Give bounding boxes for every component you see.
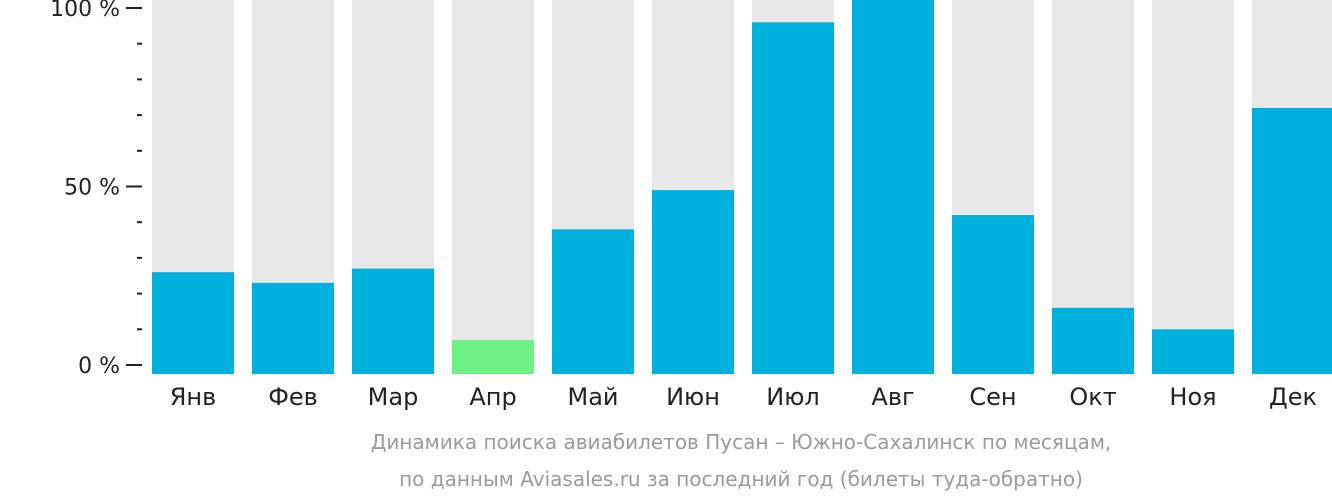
bar-track (1152, 0, 1234, 374)
bar-Май[interactable] (552, 229, 634, 374)
x-axis-labels: Янв Фев Мар Апр Май Июн Июл Авг Сен Окт Ноя Дек (170, 383, 1317, 411)
x-tick-label: Янв (170, 383, 217, 411)
bar-Авг[interactable] (852, 0, 934, 374)
bars (152, 0, 1332, 375)
bar-Июл[interactable] (752, 22, 834, 375)
bar-track (452, 0, 534, 374)
bar-Ноя[interactable] (1152, 329, 1234, 374)
y-tick-label: 50 % (64, 176, 120, 201)
chart-caption-line-1: Динамика поиска авиабилетов Пусан – Южно… (370, 430, 1112, 454)
y-tick-label: 100 % (50, 0, 120, 22)
bar-Янв[interactable] (152, 272, 234, 374)
y-tick-label: 0 % (78, 354, 120, 379)
bar-Фев[interactable] (252, 282, 334, 374)
chart-caption-line-2: по данным Aviasales.ru за последний год … (399, 467, 1083, 491)
bar-chart: 100 % 50 % 0 % Янв Фев Мар Апр Май Июн Июл Авг Сен… (50, 0, 1332, 411)
bar-Апр[interactable] (452, 340, 534, 374)
x-tick-label: Апр (469, 383, 516, 411)
bar-Мар[interactable] (352, 268, 434, 374)
bar-Июн[interactable] (652, 190, 734, 374)
x-tick-label: Ноя (1169, 383, 1216, 411)
x-tick-label: Сен (969, 383, 1016, 411)
bar-Окт[interactable] (1052, 307, 1134, 374)
x-tick-label: Авг (871, 383, 914, 411)
x-tick-label: Май (567, 383, 618, 411)
bar-Дек[interactable] (1252, 107, 1332, 375)
x-tick-label: Мар (368, 383, 419, 411)
bar-Сен[interactable] (952, 215, 1034, 374)
x-tick-label: Дек (1269, 383, 1317, 411)
y-axis: 100 % 50 % 0 % (50, 0, 142, 379)
x-tick-label: Июл (766, 383, 820, 411)
x-tick-label: Окт (1069, 383, 1116, 411)
x-tick-label: Июн (666, 383, 720, 411)
x-tick-label: Фев (268, 383, 318, 411)
